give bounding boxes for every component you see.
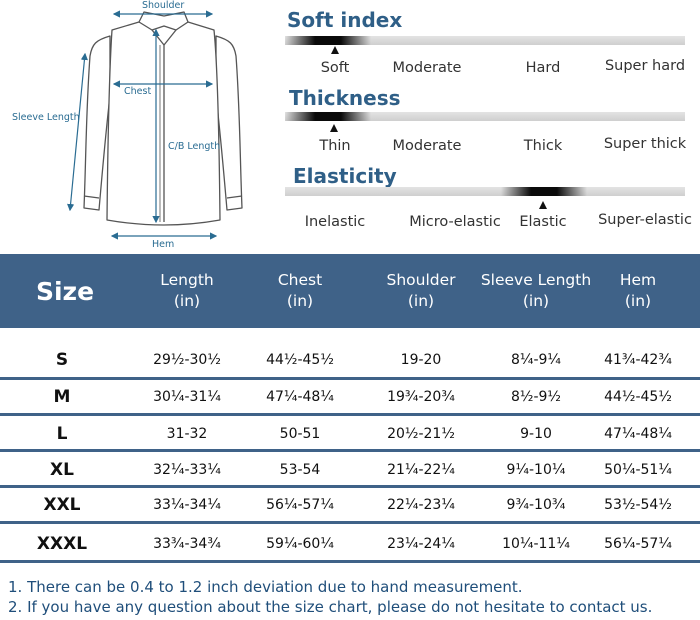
measurement-cell: 47¼-48¼ — [266, 389, 334, 405]
measurement-cell: 44½-45½ — [266, 352, 334, 368]
soft-index-title: Soft index — [287, 8, 403, 32]
table-row: XXXL 33¾-34¾ 59¼-60¼ 23¼-24¼ 10¼-11¼ 56¼-57¼ — [0, 526, 700, 562]
measurement-cell: 41¾-42¾ — [604, 352, 672, 368]
header-hem: Hem (in) — [592, 254, 684, 328]
measurement-cell: 56¼-57¼ — [266, 497, 334, 513]
elasticity-bar — [285, 187, 685, 196]
measurement-cell: 59¼-60¼ — [266, 536, 334, 552]
thickness-title: Thickness — [289, 86, 401, 110]
measurement-cell: 9¼-10¼ — [506, 462, 566, 478]
header-shoulder: Shoulder (in) — [356, 254, 486, 328]
header-length: Length (in) — [122, 254, 252, 328]
measurement-cell: 21¼-22¼ — [387, 462, 455, 478]
thickness-marker — [330, 124, 338, 132]
header-length-unit: (in) — [173, 292, 201, 310]
measurement-cell: 29½-30½ — [153, 352, 221, 368]
size-cell: XL — [50, 460, 74, 480]
header-shoulder-label: Shoulder — [386, 271, 456, 289]
size-cell: XXL — [43, 495, 81, 515]
row-divider — [0, 413, 700, 416]
table-row: XL 32¼-33¼ 53-54 21¼-22¼ 9¼-10¼ 50¼-51¼ — [0, 452, 700, 488]
measurement-cell: 23¼-24¼ — [387, 536, 455, 552]
thickness-option: Moderate — [392, 138, 462, 154]
measurement-cell: 20½-21½ — [387, 426, 455, 442]
shirt-measurement-diagram: Shoulder Chest Sleeve Length C/B Length … — [12, 0, 243, 250]
thickness-option: Super thick — [603, 136, 687, 152]
measurement-cell: 9¾-10¾ — [506, 497, 566, 513]
shirt-outline — [83, 11, 243, 226]
table-row: M 30¼-31¼ 47¼-48¼ 19¾-20¾ 8½-9½ 44½-45½ — [0, 379, 700, 415]
row-divider — [0, 521, 700, 524]
elasticity-option: Elastic — [519, 214, 567, 230]
measurement-cell: 9-10 — [520, 426, 552, 442]
size-cell: XXXL — [36, 534, 88, 554]
header-hem-label: Hem — [619, 271, 657, 289]
header-chest-unit: (in) — [286, 292, 314, 310]
soft-index-bar — [285, 36, 685, 45]
measurement-cell: 56¼-57¼ — [604, 536, 672, 552]
measurement-cell: 53½-54½ — [604, 497, 672, 513]
measurement-cell: 50¼-51¼ — [604, 462, 672, 478]
size-cell: L — [56, 424, 68, 444]
soft-index-option: Soft — [320, 60, 350, 76]
measurement-cell: 32¼-33¼ — [153, 462, 221, 478]
measurement-cell: 30¼-31¼ — [153, 389, 221, 405]
measurement-cell: 19-20 — [400, 352, 442, 368]
measurement-cell: 33¼-34¼ — [153, 497, 221, 513]
size-table-header: Size Length (in) Chest (in) Shoulder (in… — [0, 254, 700, 328]
soft-index-option: Super hard — [604, 58, 686, 74]
header-hem-unit: (in) — [624, 292, 652, 310]
thickness-option: Thin — [319, 138, 351, 154]
row-divider — [0, 449, 700, 452]
note-2: 2. If you have any question about the si… — [8, 598, 653, 616]
header-chest-label: Chest — [277, 271, 323, 289]
header-sleeve-length: Sleeve Length (in) — [468, 254, 604, 328]
elasticity-marker — [539, 201, 547, 209]
hem-label: Hem — [152, 239, 174, 250]
table-row: S 29½-30½ 44½-45½ 19-20 8¼-9¼ 41¾-42¾ — [0, 342, 700, 378]
size-cell: M — [53, 387, 71, 407]
sleeve-length-label: Sleeve Length — [12, 112, 80, 123]
measurement-cell: 53-54 — [279, 462, 321, 478]
table-row: XXL 33¼-34¼ 56¼-57¼ 22¼-23¼ 9¾-10¾ 53½-54½ — [0, 487, 700, 523]
header-size: Size — [35, 276, 95, 306]
measurement-cell: 31-32 — [166, 426, 208, 442]
measurement-cell: 19¾-20¾ — [387, 389, 455, 405]
row-divider — [0, 377, 700, 380]
measurement-cell: 33¾-34¾ — [153, 536, 221, 552]
soft-index-option: Moderate — [392, 60, 462, 76]
elasticity-option: Super-elastic — [598, 212, 692, 228]
chest-label: Chest — [124, 86, 151, 97]
measurement-cell: 8½-9½ — [510, 389, 561, 405]
elasticity-title: Elasticity — [293, 164, 397, 188]
measurement-cell: 10¼-11¼ — [502, 536, 570, 552]
thickness-bar — [285, 112, 685, 121]
shoulder-label: Shoulder — [142, 0, 184, 11]
elasticity-option: Micro-elastic — [409, 214, 501, 230]
measurement-cell: 50-51 — [279, 426, 321, 442]
header-shoulder-unit: (in) — [407, 292, 435, 310]
note-1: 1. There can be 0.4 to 1.2 inch deviatio… — [8, 578, 523, 596]
measurement-cell: 22¼-23¼ — [387, 497, 455, 513]
thickness-option: Thick — [523, 138, 563, 154]
size-cell: S — [55, 350, 69, 370]
elasticity-option: Inelastic — [304, 214, 366, 230]
header-sleeve-label: Sleeve Length — [480, 271, 592, 289]
header-length-label: Length — [160, 271, 214, 289]
table-row: L 31-32 50-51 20½-21½ 9-10 47¼-48¼ — [0, 416, 700, 452]
row-divider — [0, 560, 700, 563]
row-divider — [0, 485, 700, 488]
measurement-cell: 44½-45½ — [604, 389, 672, 405]
measurement-cell: 8¼-9¼ — [510, 352, 561, 368]
measurement-cell: 47¼-48¼ — [604, 426, 672, 442]
header-sleeve-unit: (in) — [522, 292, 550, 310]
soft-index-marker — [331, 46, 339, 54]
header-chest: Chest (in) — [235, 254, 365, 328]
soft-index-option: Hard — [525, 60, 561, 76]
cb-length-label: C/B Length — [168, 141, 220, 152]
